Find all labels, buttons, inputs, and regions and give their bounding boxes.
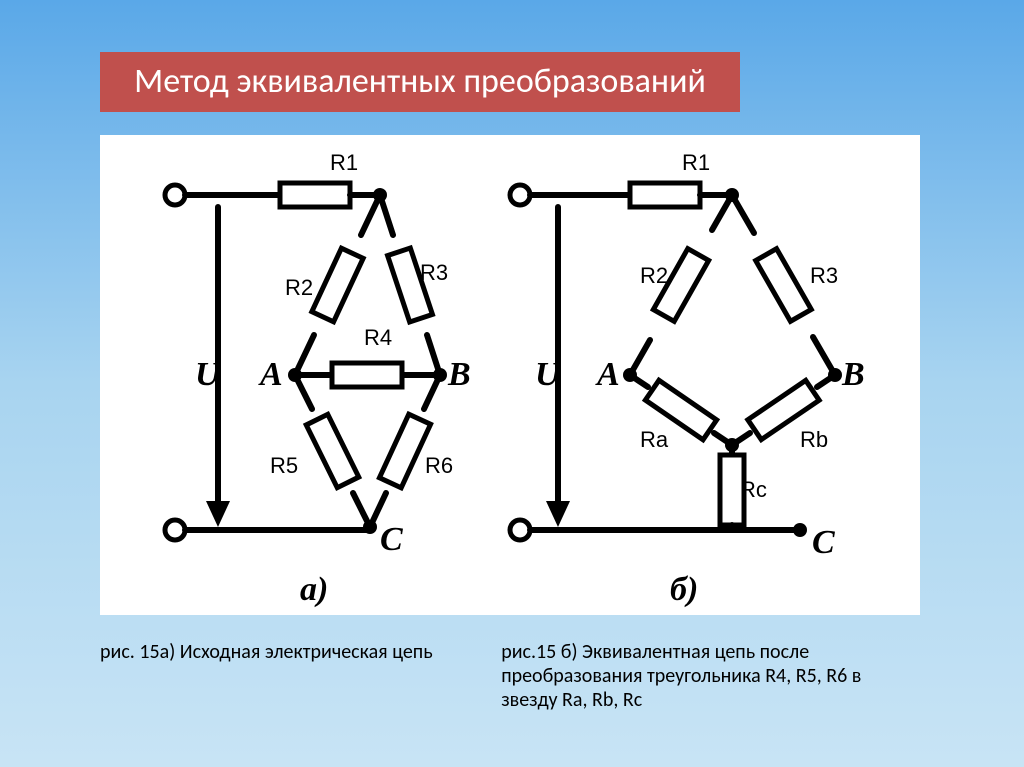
subfigure-b bbox=[510, 183, 842, 540]
label-U-a: U bbox=[195, 356, 222, 393]
label-R5-a: R5 bbox=[270, 453, 298, 478]
label-R2-b: R2 bbox=[640, 263, 668, 288]
label-A-b: A bbox=[595, 356, 620, 393]
label-R3-b: R3 bbox=[810, 263, 838, 288]
label-Rc-b: Rc bbox=[740, 477, 767, 502]
label-Rb-b: Rb bbox=[800, 427, 828, 452]
label-C-b: C bbox=[812, 524, 835, 561]
label-R4-a: R4 bbox=[364, 325, 392, 350]
label-A-a: A bbox=[258, 356, 283, 393]
label-R6-a: R6 bbox=[425, 453, 453, 478]
circuit-diagram: U A B C а) U A B C б) R1 R2 R3 R4 R5 R6 … bbox=[100, 135, 920, 615]
resistor-R1-b bbox=[630, 183, 700, 207]
label-R2-a: R2 bbox=[285, 275, 313, 300]
slide-title: Метод эквивалентных преобразований bbox=[100, 52, 740, 112]
label-fig-a: а) bbox=[300, 571, 328, 608]
caption-b: рис.15 б) Эквивалентная цепь после преоб… bbox=[501, 640, 920, 712]
label-R1-a: R1 bbox=[330, 150, 358, 175]
resistor-R4-a bbox=[295, 363, 440, 387]
label-B-a: B bbox=[447, 356, 471, 393]
resistor-R5-a bbox=[295, 375, 370, 527]
label-U-b: U bbox=[535, 356, 562, 393]
label-fig-b: б) bbox=[670, 571, 698, 608]
caption-a: рис. 15а) Исходная электрическая цепь bbox=[100, 640, 477, 712]
resistor-R6-a bbox=[370, 375, 440, 527]
label-C-a: C bbox=[380, 521, 403, 558]
label-R1-b: R1 bbox=[682, 150, 710, 175]
captions-row: рис. 15а) Исходная электрическая цепь ри… bbox=[100, 640, 920, 712]
label-B-b: B bbox=[841, 356, 865, 393]
resistor-R1-a bbox=[280, 183, 350, 207]
label-R3-a: R3 bbox=[420, 260, 448, 285]
label-Ra-b: Ra bbox=[640, 427, 669, 452]
r-labels: R1 R2 R3 R4 R5 R6 R1 R2 R3 Ra Rb Rc bbox=[270, 150, 838, 502]
